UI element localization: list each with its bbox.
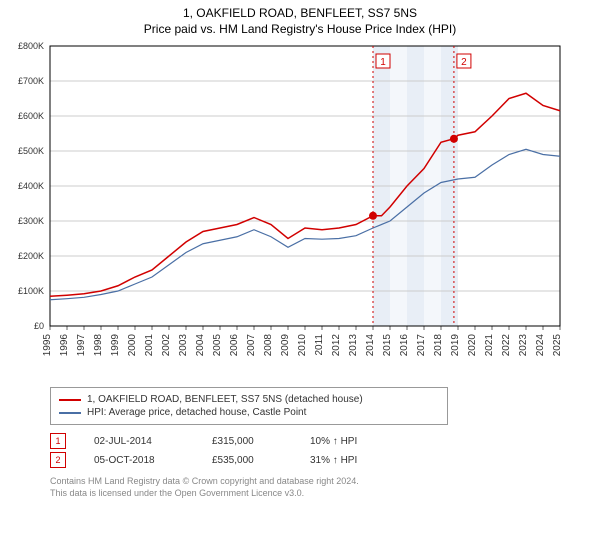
y-tick-label: £300K — [18, 216, 44, 226]
x-tick-label: 1999 — [110, 334, 121, 357]
legend-swatch — [59, 412, 81, 414]
sales-marker: 2 — [50, 452, 66, 468]
x-tick-label: 2019 — [450, 334, 461, 357]
x-tick-label: 1997 — [76, 334, 87, 357]
y-tick-label: £800K — [18, 41, 44, 51]
footer-line-2: This data is licensed under the Open Gov… — [50, 488, 600, 500]
y-tick-label: £500K — [18, 146, 44, 156]
x-tick-label: 2013 — [348, 334, 359, 357]
chart: £0 £100K £200K £300K £400K £500K £600K £700K £80… — [0, 36, 600, 381]
sales-date: 05-OCT-2018 — [94, 455, 184, 466]
sales-row: 1 02-JUL-2014 £315,000 10% ↑ HPI — [50, 433, 600, 449]
x-tick-label: 2012 — [331, 334, 342, 357]
x-tick-label: 2011 — [314, 334, 325, 356]
x-tick-label: 2016 — [399, 334, 410, 357]
y-tick-label: £600K — [18, 111, 44, 121]
x-tick-label: 2006 — [229, 334, 240, 357]
sales-price: £535,000 — [212, 455, 282, 466]
x-tick-label: 2001 — [144, 334, 155, 357]
legend-label: 1, OAKFIELD ROAD, BENFLEET, SS7 5NS (det… — [87, 394, 363, 405]
sales-table: 1 02-JUL-2014 £315,000 10% ↑ HPI 2 05-OCT-201… — [50, 433, 600, 468]
series-price_paid — [50, 93, 560, 296]
series-hpi — [50, 149, 560, 300]
y-tick-label: £700K — [18, 76, 44, 86]
sale-marker-num: 2 — [461, 57, 467, 68]
x-tick-label: 2021 — [484, 334, 495, 357]
x-tick-label: 2003 — [178, 334, 189, 357]
legend-swatch — [59, 399, 81, 401]
x-tick-label: 2008 — [263, 334, 274, 357]
legend: 1, OAKFIELD ROAD, BENFLEET, SS7 5NS (det… — [50, 387, 448, 425]
legend-label: HPI: Average price, detached house, Cast… — [87, 407, 306, 418]
sales-row: 2 05-OCT-2018 £535,000 31% ↑ HPI — [50, 452, 600, 468]
x-tick-label: 2010 — [297, 334, 308, 357]
sales-price: £315,000 — [212, 436, 282, 447]
y-tick-label: £100K — [18, 286, 44, 296]
sale-marker-num: 1 — [380, 57, 386, 68]
x-tick-label: 2004 — [195, 334, 206, 357]
x-tick-label: 2022 — [501, 334, 512, 357]
y-tick-label: £200K — [18, 251, 44, 261]
x-tick-label: 2020 — [467, 334, 478, 357]
sales-date: 02-JUL-2014 — [94, 436, 184, 447]
x-tick-label: 2018 — [433, 334, 444, 357]
sales-marker: 1 — [50, 433, 66, 449]
y-tick-label: £0 — [34, 321, 44, 331]
legend-row: HPI: Average price, detached house, Cast… — [59, 407, 439, 418]
x-tick-label: 2017 — [416, 334, 427, 357]
x-tick-label: 2002 — [161, 334, 172, 357]
x-tick-label: 2009 — [280, 334, 291, 357]
x-tick-label: 2023 — [518, 334, 529, 357]
footer-line-1: Contains HM Land Registry data © Crown c… — [50, 476, 600, 488]
sales-pct: 10% ↑ HPI — [310, 436, 357, 447]
x-tick-label: 1998 — [93, 334, 104, 357]
x-tick-label: 2014 — [365, 334, 376, 357]
x-tick-label: 2005 — [212, 334, 223, 357]
x-tick-label: 2000 — [127, 334, 138, 357]
x-tick-label: 1996 — [59, 334, 70, 357]
legend-row: 1, OAKFIELD ROAD, BENFLEET, SS7 5NS (det… — [59, 394, 439, 405]
x-tick-label: 2007 — [246, 334, 257, 357]
x-tick-label: 2024 — [535, 334, 546, 357]
footer-note: Contains HM Land Registry data © Crown c… — [50, 476, 600, 499]
x-tick-label: 2025 — [552, 334, 563, 357]
chart-title: 1, OAKFIELD ROAD, BENFLEET, SS7 5NS — [0, 6, 600, 20]
sales-pct: 31% ↑ HPI — [310, 455, 357, 466]
x-tick-label: 1995 — [42, 334, 53, 357]
y-tick-label: £400K — [18, 181, 44, 191]
x-tick-label: 2015 — [382, 334, 393, 357]
chart-subtitle: Price paid vs. HM Land Registry's House … — [0, 22, 600, 36]
